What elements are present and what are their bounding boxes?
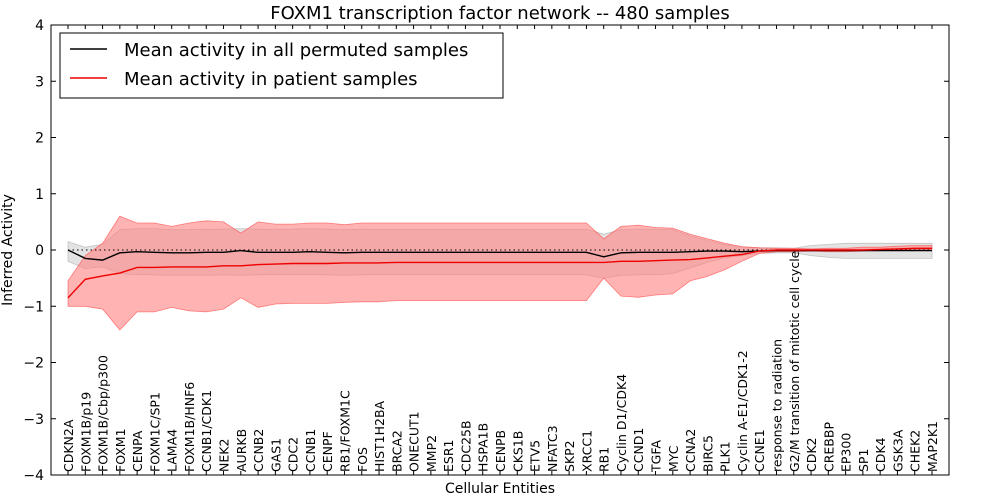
x-tick-label: TGFA [649, 440, 664, 473]
x-tick-label: CCNB1 [303, 429, 318, 472]
x-tick-label: GAS1 [268, 438, 283, 472]
x-tick-label: GSK3A [890, 429, 905, 472]
x-tick-label: FOXM1C/SP1 [147, 392, 162, 472]
x-tick-label: CCNA2 [683, 429, 698, 472]
x-tick-label: CENPB [493, 430, 508, 472]
legend-label-patient: Mean activity in patient samples [124, 69, 418, 90]
x-tick-label: PLK1 [718, 441, 733, 472]
x-tick-label: NEK2 [217, 439, 232, 472]
x-tick-label: MMP2 [424, 435, 439, 472]
x-tick-label: CDC25B [458, 420, 473, 472]
y-tick-label: −2 [23, 356, 44, 372]
x-tick-label: CENPA [130, 430, 145, 472]
x-tick-label: BRCA2 [389, 430, 404, 472]
x-tick-label: CDK4 [873, 437, 888, 472]
x-tick-label: Cyclin D1/CDK4 [614, 374, 629, 472]
series-line-patient [67, 247, 932, 299]
x-tick-label: CCNB2 [251, 429, 266, 472]
x-tick-label: RB1 [597, 447, 612, 472]
y-tick-label: −1 [23, 299, 44, 315]
legend: Mean activity in all permuted samples Me… [59, 32, 504, 99]
legend-box [59, 32, 504, 99]
x-tick-label: XRCC1 [579, 430, 594, 472]
y-tick-label: −3 [23, 412, 44, 428]
x-tick-label: FOXM1 [113, 428, 128, 472]
x-tick-label: BIRC5 [700, 435, 715, 472]
y-tick-label: 1 [35, 187, 44, 203]
x-tick-label: NFATC3 [545, 425, 560, 472]
x-tick-label: CCNB1/CDK1 [199, 390, 214, 472]
x-tick-label: FOXM1B/HNF6 [182, 382, 197, 472]
x-axis-ticks: CDKN2A FOXM1B/p19 FOXM1B/Cbp/p300 FOXM1 CENP… [61, 25, 940, 475]
x-tick-label: AURKB [234, 429, 249, 472]
y-tick-label: 4 [35, 18, 44, 34]
x-tick-label: ESR1 [441, 440, 456, 472]
x-tick-label: FOXM1B/p19 [78, 392, 93, 472]
x-tick-label: ONECUT1 [407, 411, 422, 472]
x-tick-label: SP1 [856, 449, 871, 472]
series-lines [67, 247, 932, 299]
x-tick-label: FOXM1B/Cbp/p300 [96, 355, 111, 472]
legend-label-permuted: Mean activity in all permuted samples [124, 40, 468, 61]
y-tick-label: 3 [35, 74, 44, 90]
x-tick-label: HSPA1B [476, 423, 491, 472]
x-tick-label: CDK2 [804, 437, 819, 472]
x-tick-label: CENPF [320, 431, 335, 472]
x-tick-label: HIST1H2BA [372, 400, 387, 472]
x-tick-label: MAP2K1 [925, 421, 940, 472]
x-tick-label: RB1/FOXM1C [338, 390, 353, 472]
y-tick-label: 0 [35, 243, 44, 259]
x-tick-label: CREBBP [821, 422, 836, 472]
y-tick-label: 2 [35, 131, 44, 147]
x-tick-label: Cyclin A-E1/CDK1-2 [735, 350, 750, 472]
x-tick-label: EP300 [839, 433, 854, 472]
x-tick-label: CDKN2A [61, 419, 76, 472]
y-axis-label: Inferred Activity [0, 194, 16, 306]
x-tick-label: CHEK2 [908, 430, 923, 472]
x-tick-label: CKS1B [510, 431, 525, 472]
x-tick-label: SKP2 [562, 440, 577, 472]
x-axis-label: Cellular Entities [445, 481, 555, 497]
y-tick-label: −4 [23, 468, 44, 484]
band-patient [67, 215, 933, 331]
x-tick-label: LAMA4 [165, 429, 180, 472]
x-tick-label: FOS [355, 447, 370, 472]
x-tick-label: CDC2 [286, 437, 301, 472]
y-axis-ticks: −4 −3 −2 −1 0 1 2 3 4 [23, 18, 949, 484]
x-tick-label: MYC [666, 445, 681, 472]
chart-title: FOXM1 transcription factor network -- 48… [270, 3, 730, 24]
x-tick-label: G2/M transition of mitotic cell cycle [787, 250, 802, 472]
x-tick-label: CCND1 [631, 428, 646, 472]
x-tick-label: CCNE1 [752, 429, 767, 472]
x-tick-label: ETV5 [528, 440, 543, 472]
x-tick-label: response to radiation [770, 339, 785, 472]
confidence-bands [67, 215, 933, 331]
